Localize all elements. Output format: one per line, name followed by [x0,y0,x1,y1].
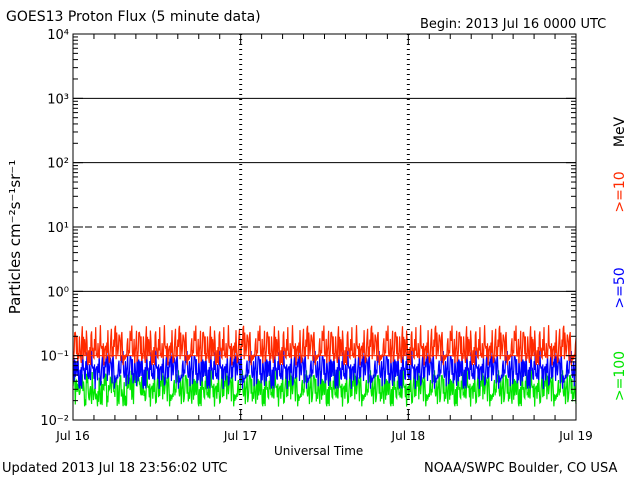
series-line [72,350,577,390]
legend-entry: >=50 [612,267,628,308]
y-tick-label: 10⁻² [40,414,69,429]
y-tick-label: 10³ [47,92,69,107]
begin-time: Begin: 2013 Jul 16 0000 UTC [420,17,607,32]
grid-layer [73,34,576,420]
y-tick-label: 10¹ [47,221,69,236]
legend-entry: >=100 [612,351,628,401]
axis-layer [72,33,577,421]
x-tick-label: Jul 19 [558,429,593,443]
y-tick-label: 10⁰ [47,285,69,300]
x-tick-label: Jul 16 [55,429,90,443]
y-axis-label: Particles cm⁻²s⁻¹sr⁻¹ [6,160,24,314]
x-tick-label: Jul 17 [223,429,258,443]
series-line [72,369,577,407]
series-line [72,325,577,366]
series-layer [72,325,577,407]
legend-unit: MeV [612,116,628,147]
legend-entry: >=10 [612,171,628,212]
x-axis-label: Universal Time [274,444,364,458]
updated-time: Updated 2013 Jul 18 23:56:02 UTC [2,461,228,476]
y-tick-label: 10⁴ [47,28,69,43]
y-tick-label: 10² [47,157,69,172]
x-tick-label: Jul 18 [391,429,426,443]
chart-title: GOES13 Proton Flux (5 minute data) [6,9,261,25]
y-tick-label: 10⁻¹ [40,350,69,365]
credit: NOAA/SWPC Boulder, CO USA [424,461,618,476]
label-layer: 10⁻² 10⁻¹ 10⁰ 10¹ 10² 10³ 10⁴ Jul 16 Jul 17 Jul 1… [6,28,628,443]
